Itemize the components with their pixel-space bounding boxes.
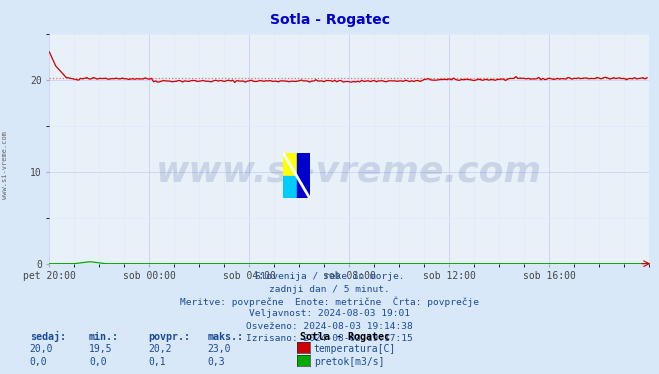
Bar <box>283 176 297 198</box>
Text: Slovenija / reke in morje.: Slovenija / reke in morje. <box>255 272 404 281</box>
Text: Sotla - Rogatec: Sotla - Rogatec <box>270 13 389 27</box>
Text: 23,0: 23,0 <box>208 344 231 354</box>
Text: 0,0: 0,0 <box>30 357 47 367</box>
Text: pretok[m3/s]: pretok[m3/s] <box>314 357 384 367</box>
Text: 0,0: 0,0 <box>89 357 107 367</box>
Text: Veljavnost: 2024-08-03 19:01: Veljavnost: 2024-08-03 19:01 <box>249 309 410 318</box>
Text: maks.:: maks.: <box>208 332 244 341</box>
Bar <box>283 153 297 176</box>
Text: 20,0: 20,0 <box>30 344 53 354</box>
Text: temperatura[C]: temperatura[C] <box>314 344 396 354</box>
Text: Osveženo: 2024-08-03 19:14:38: Osveženo: 2024-08-03 19:14:38 <box>246 322 413 331</box>
Text: Izrisano: 2024-08-03 19:17:15: Izrisano: 2024-08-03 19:17:15 <box>246 334 413 343</box>
Text: Sotla - Rogatec: Sotla - Rogatec <box>300 332 390 341</box>
Text: 19,5: 19,5 <box>89 344 113 354</box>
Text: min.:: min.: <box>89 332 119 341</box>
Text: www.si-vreme.com: www.si-vreme.com <box>156 155 542 188</box>
Text: sedaj:: sedaj: <box>30 331 66 341</box>
Text: 20,2: 20,2 <box>148 344 172 354</box>
Bar <box>297 153 310 198</box>
Text: www.si-vreme.com: www.si-vreme.com <box>2 131 9 199</box>
Text: 0,1: 0,1 <box>148 357 166 367</box>
Text: zadnji dan / 5 minut.: zadnji dan / 5 minut. <box>269 285 390 294</box>
Text: 0,3: 0,3 <box>208 357 225 367</box>
Text: Meritve: povprečne  Enote: metrične  Črta: povprečje: Meritve: povprečne Enote: metrične Črta:… <box>180 297 479 307</box>
Text: povpr.:: povpr.: <box>148 332 190 341</box>
